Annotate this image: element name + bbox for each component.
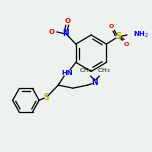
Text: N: N	[92, 78, 98, 87]
Text: CH$_3$: CH$_3$	[97, 66, 111, 75]
Text: CH$_3$: CH$_3$	[79, 66, 93, 75]
Text: *: *	[58, 81, 60, 86]
Text: S: S	[44, 93, 49, 102]
Text: S: S	[115, 32, 121, 41]
Text: HN: HN	[61, 70, 73, 76]
Text: O: O	[65, 17, 71, 24]
Text: O: O	[124, 42, 129, 47]
Text: NH$_2$: NH$_2$	[133, 30, 149, 40]
Text: O: O	[49, 29, 55, 35]
Text: O: O	[109, 24, 114, 29]
Text: N: N	[62, 29, 69, 38]
